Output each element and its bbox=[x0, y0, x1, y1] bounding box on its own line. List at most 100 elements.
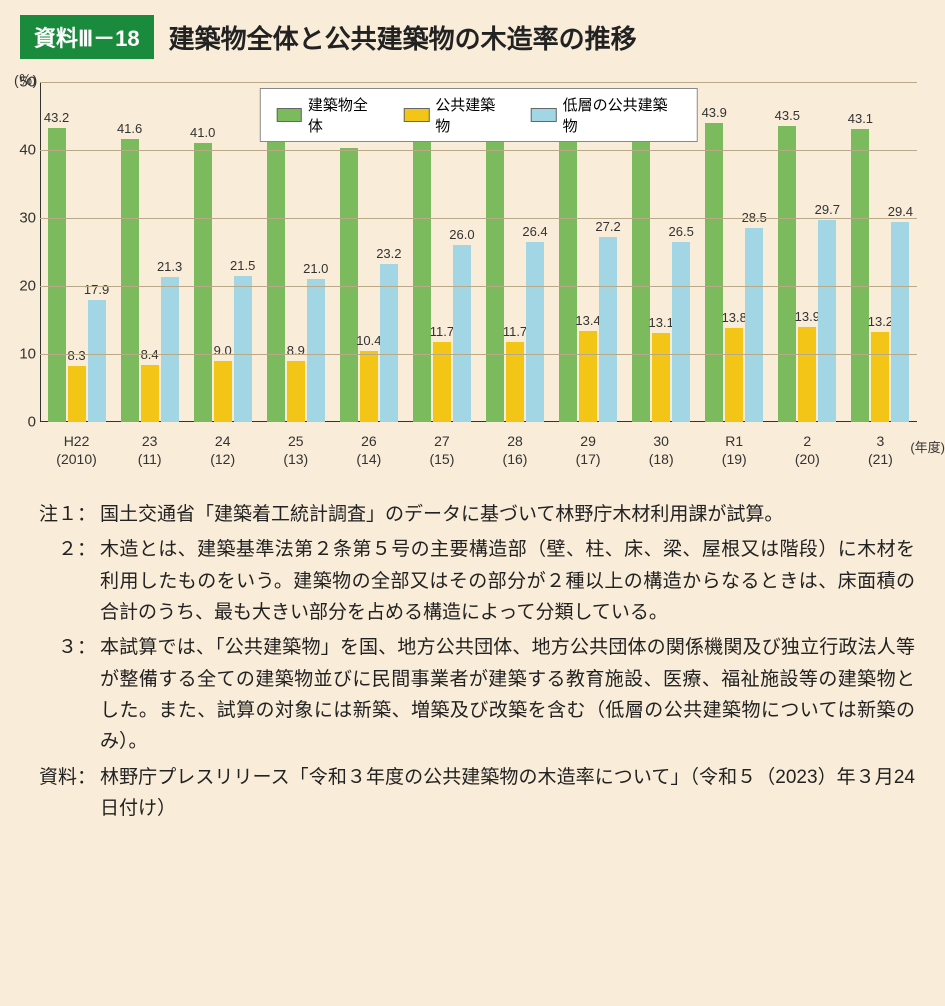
bar-value-label: 17.9 bbox=[84, 282, 109, 297]
bar-group: 43.9 13.828.5 bbox=[698, 82, 771, 422]
bar-value-label: 29.7 bbox=[815, 202, 840, 217]
legend: 建築物全体 公共建築物 低層の公共建築物 bbox=[259, 88, 698, 142]
bar-value-label: 13.2 bbox=[868, 314, 893, 329]
note-text: 木造とは、建築基準法第２条第５号の主要構造部（壁、柱、床、梁、屋根又は階段）に木… bbox=[100, 534, 915, 628]
y-tick: 50 bbox=[8, 74, 36, 91]
note-label: ２： bbox=[30, 534, 100, 628]
bar-all: 43.2 bbox=[48, 128, 66, 422]
legend-item-low: 低層の公共建築物 bbox=[531, 94, 681, 136]
bar-low: 28.5 bbox=[745, 228, 763, 422]
legend-swatch bbox=[276, 108, 302, 122]
note-text: 本試算では、「公共建築物」を国、地方公共団体、地方公共団体の関係機関及び独立行政… bbox=[100, 632, 915, 757]
bar-all: 42.3 bbox=[486, 134, 504, 422]
note-text: 国土交通省「建築着工統計調査」のデータに基づいて林野庁木材利用課が試算。 bbox=[100, 499, 915, 530]
bar-public: 13.4 bbox=[579, 331, 597, 422]
bar-low: 26.0 bbox=[453, 245, 471, 422]
x-tick: 24(12) bbox=[186, 426, 259, 474]
bar-all: 41.8 bbox=[413, 138, 431, 422]
bar-public: 13.1 bbox=[652, 333, 670, 422]
x-tick: R1(19) bbox=[698, 426, 771, 474]
x-tick: 26(14) bbox=[332, 426, 405, 474]
gridline bbox=[40, 218, 917, 219]
note-row: ３：本試算では、「公共建築物」を国、地方公共団体、地方公共団体の関係機関及び独立… bbox=[30, 632, 915, 757]
x-tick-labels: H22(2010)23(11)24(12)25(13)26(14)27(15)2… bbox=[40, 426, 917, 474]
x-tick: 28(16) bbox=[478, 426, 551, 474]
bar-value-label: 43.1 bbox=[848, 111, 873, 126]
x-tick: 29(17) bbox=[552, 426, 625, 474]
bar-value-label: 26.0 bbox=[449, 227, 474, 242]
bar-value-label: 11.7 bbox=[503, 324, 527, 339]
bar-value-label: 21.0 bbox=[303, 261, 328, 276]
bar-value-label: 8.9 bbox=[287, 343, 305, 358]
legend-item-public: 公共建築物 bbox=[404, 94, 509, 136]
note-row: 資料：林野庁プレスリリース「令和３年度の公共建築物の木造率について」（令和５（2… bbox=[30, 762, 915, 825]
bar-value-label: 26.5 bbox=[669, 224, 694, 239]
bar-value-label: 23.2 bbox=[376, 246, 401, 261]
bar-value-label: 10.4 bbox=[356, 333, 381, 348]
bar-group: 43.513.929.7 bbox=[771, 82, 844, 422]
gridline bbox=[40, 286, 917, 287]
x-tick: 2(20) bbox=[771, 426, 844, 474]
bar-all: 41.9 bbox=[559, 137, 577, 422]
bar-public: 13.8 bbox=[725, 328, 743, 422]
bar-public: 9.0 bbox=[214, 361, 232, 422]
legend-label: 公共建築物 bbox=[435, 94, 509, 136]
bar-value-label: 13.9 bbox=[795, 309, 820, 324]
legend-swatch bbox=[404, 108, 430, 122]
bar-all: 43.5 bbox=[778, 126, 796, 422]
bar-value-label: 27.2 bbox=[595, 219, 620, 234]
bar-value-label: 11.7 bbox=[430, 324, 454, 339]
bar-low: 29.7 bbox=[818, 220, 836, 422]
bar-value-label: 41.0 bbox=[190, 125, 215, 140]
bar-value-label: 13.1 bbox=[649, 315, 674, 330]
bar-value-label: 43.5 bbox=[775, 108, 800, 123]
note-text: 林野庁プレスリリース「令和３年度の公共建築物の木造率について」（令和５（2023… bbox=[100, 762, 915, 825]
chart: (％) (年度) 建築物全体公共建築物低層の公共建築物 43.28.317.94… bbox=[40, 74, 917, 474]
legend-label: 低層の公共建築物 bbox=[563, 94, 681, 136]
bar-value-label: 21.5 bbox=[230, 258, 255, 273]
bar-public: 10.4 bbox=[360, 351, 378, 422]
note-label: 資料： bbox=[30, 762, 100, 825]
x-tick: 3(21) bbox=[844, 426, 917, 474]
figure-badge: 資料Ⅲ－18 bbox=[20, 15, 154, 59]
legend-item-all: 建築物全体 bbox=[276, 94, 381, 136]
bar-group: 43.113.229.4 bbox=[844, 82, 917, 422]
bar-low: 29.4 bbox=[891, 222, 909, 422]
bar-low: 27.2 bbox=[599, 237, 617, 422]
bar-public: 13.2 bbox=[871, 332, 889, 422]
bar-value-label: 21.3 bbox=[157, 259, 182, 274]
y-tick: 30 bbox=[8, 210, 36, 227]
bar-low: 21.0 bbox=[307, 279, 325, 422]
legend-swatch bbox=[531, 108, 557, 122]
bar-value-label: 43.2 bbox=[44, 110, 69, 125]
bar-low: 26.5 bbox=[672, 242, 690, 422]
bar-value-label: 9.0 bbox=[214, 343, 232, 358]
bar-public: 13.9 bbox=[798, 327, 816, 422]
bar-group: 41.09.021.5 bbox=[186, 82, 259, 422]
x-tick: 23(11) bbox=[113, 426, 186, 474]
x-tick: 25(13) bbox=[259, 426, 332, 474]
gridline bbox=[40, 354, 917, 355]
bar-all: 41.6 bbox=[121, 139, 139, 422]
bar-all: 40.3 bbox=[340, 148, 358, 422]
note-label: ３： bbox=[30, 632, 100, 757]
bar-all: 41.8 bbox=[267, 138, 285, 422]
bar-value-label: 8.3 bbox=[67, 348, 85, 363]
bar-value-label: 26.4 bbox=[522, 224, 547, 239]
legend-label: 建築物全体 bbox=[308, 94, 382, 136]
y-tick: 20 bbox=[8, 278, 36, 295]
header: 資料Ⅲ－18 建築物全体と公共建築物の木造率の推移 bbox=[0, 0, 945, 69]
bar-low: 23.2 bbox=[380, 264, 398, 422]
bar-public: 8.4 bbox=[141, 365, 159, 422]
bar-value-label: 43.9 bbox=[702, 105, 727, 120]
bar-low: 17.9 bbox=[88, 300, 106, 422]
gridline bbox=[40, 150, 917, 151]
bar-all: 41.0 bbox=[194, 143, 212, 422]
x-tick: 27(15) bbox=[405, 426, 478, 474]
bar-value-label: 13.4 bbox=[575, 313, 600, 328]
bar-low: 21.3 bbox=[161, 277, 179, 422]
figure-title: 建築物全体と公共建築物の木造率の推移 bbox=[169, 19, 637, 56]
gridline bbox=[40, 82, 917, 83]
bar-all: 43.1 bbox=[851, 129, 869, 422]
y-tick: 0 bbox=[8, 414, 36, 431]
